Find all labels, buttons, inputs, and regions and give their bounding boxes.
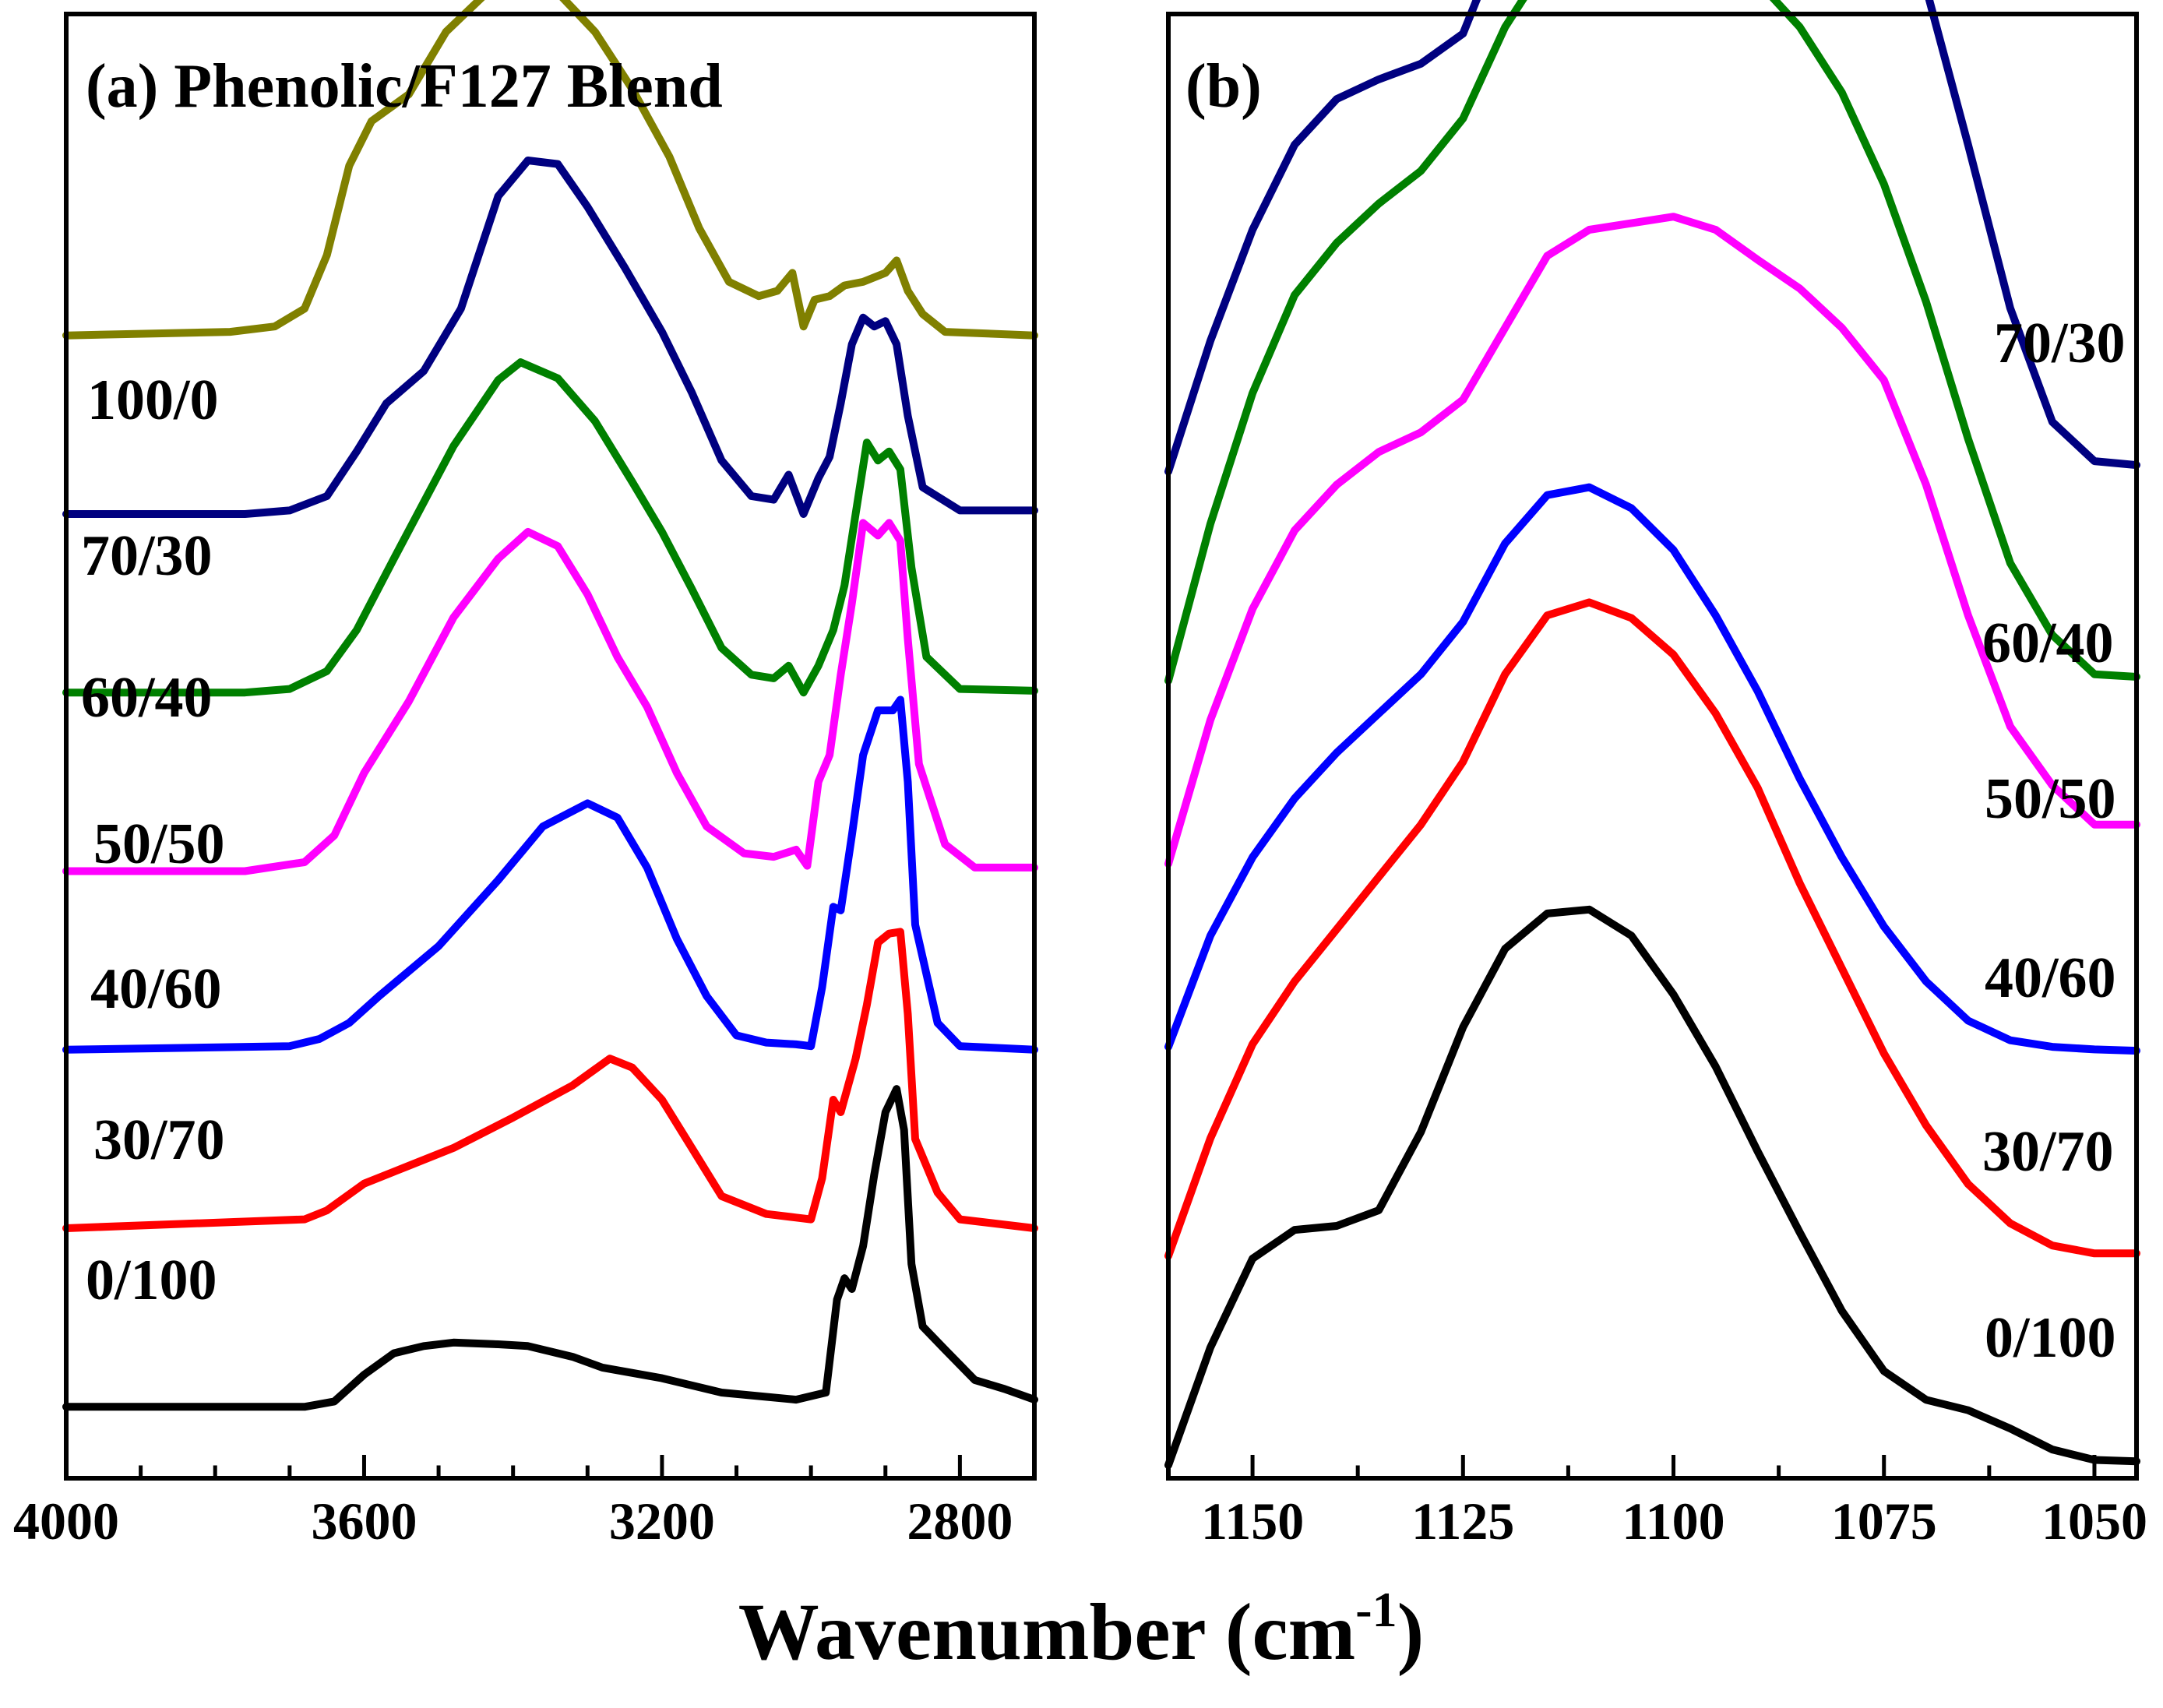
series-label-60-40-b: 60/40 [1982, 611, 2114, 675]
series-line-60-40-b [1164, 0, 2140, 685]
panel-a-series-labels: 100/0 70/30 60/40 50/50 40/60 30/70 0/10… [81, 368, 225, 1312]
panel-b-series-labels: 70/30 60/40 50/50 40/60 30/70 0/100 [1982, 312, 2126, 1370]
series-label-30-70-b: 30/70 [1982, 1120, 2114, 1184]
series-label-0-100-b: 0/100 [1985, 1306, 2116, 1370]
x-tick-label-2800: 2800 [907, 1491, 1013, 1551]
x-tick-label-1150: 1150 [1201, 1491, 1304, 1551]
x-tick-label-1125: 1125 [1411, 1491, 1514, 1551]
x-tick-label-1100: 1100 [1622, 1491, 1724, 1551]
panel-a-curves [62, 0, 1038, 1411]
series-label-40-60: 40/60 [90, 957, 222, 1021]
series-line-40-60-b [1164, 483, 2140, 1055]
x-tick-label-4000: 4000 [13, 1491, 119, 1551]
x-tick-label-3200: 3200 [609, 1491, 715, 1551]
series-label-100-0: 100/0 [87, 368, 219, 432]
series-line-40-60-a [62, 696, 1038, 1054]
series-line-50-50-a [62, 519, 1038, 875]
series-line-70-30-b [1164, 0, 2140, 476]
panel-b: 1150 1125 1100 1075 1050 (b) 70/30 60/40 50/… [1164, 0, 2147, 1551]
x-tick-label-1075: 1075 [1831, 1491, 1937, 1551]
series-label-40-60-b: 40/60 [1985, 946, 2116, 1010]
panel-a-x-ticks: 4000 3600 3200 2800 [13, 1455, 1037, 1551]
series-line-30-70-a [62, 928, 1038, 1232]
series-label-50-50-b: 50/50 [1985, 767, 2116, 831]
series-label-70-30: 70/30 [81, 524, 213, 588]
x-tick-label-1050: 1050 [2041, 1491, 2147, 1551]
series-line-100-0-a [62, 0, 1038, 340]
panel-a: 4000 3600 3200 2800 (a) Phenolic/F127 Blend… [13, 0, 1038, 1551]
x-axis-label: Wavenumber (cm-1) [738, 1582, 1424, 1677]
panel-a-frame [64, 12, 1037, 1481]
x-tick-label-3600: 3600 [311, 1491, 417, 1551]
panel-a-title: (a) Phenolic/F127 Blend [86, 52, 723, 121]
series-line-70-30-a [62, 157, 1038, 518]
series-line-0-100-b [1164, 905, 2140, 1470]
series-line-50-50-b [1164, 213, 2140, 868]
series-line-0-100-a [62, 1085, 1038, 1411]
panel-b-x-ticks: 1150 1125 1100 1075 1050 [1201, 1455, 2147, 1551]
series-label-70-30-b: 70/30 [1994, 312, 2126, 375]
series-label-30-70: 30/70 [93, 1108, 225, 1172]
series-label-60-40: 60/40 [81, 666, 213, 730]
panel-b-curves [1164, 0, 2140, 1470]
panel-b-frame [1166, 12, 2139, 1481]
series-label-50-50: 50/50 [93, 812, 225, 876]
panel-b-title: (b) [1185, 52, 1262, 121]
series-label-0-100: 0/100 [86, 1248, 217, 1312]
series-line-60-40-a [62, 358, 1038, 697]
series-line-30-70-b [1164, 598, 2140, 1260]
